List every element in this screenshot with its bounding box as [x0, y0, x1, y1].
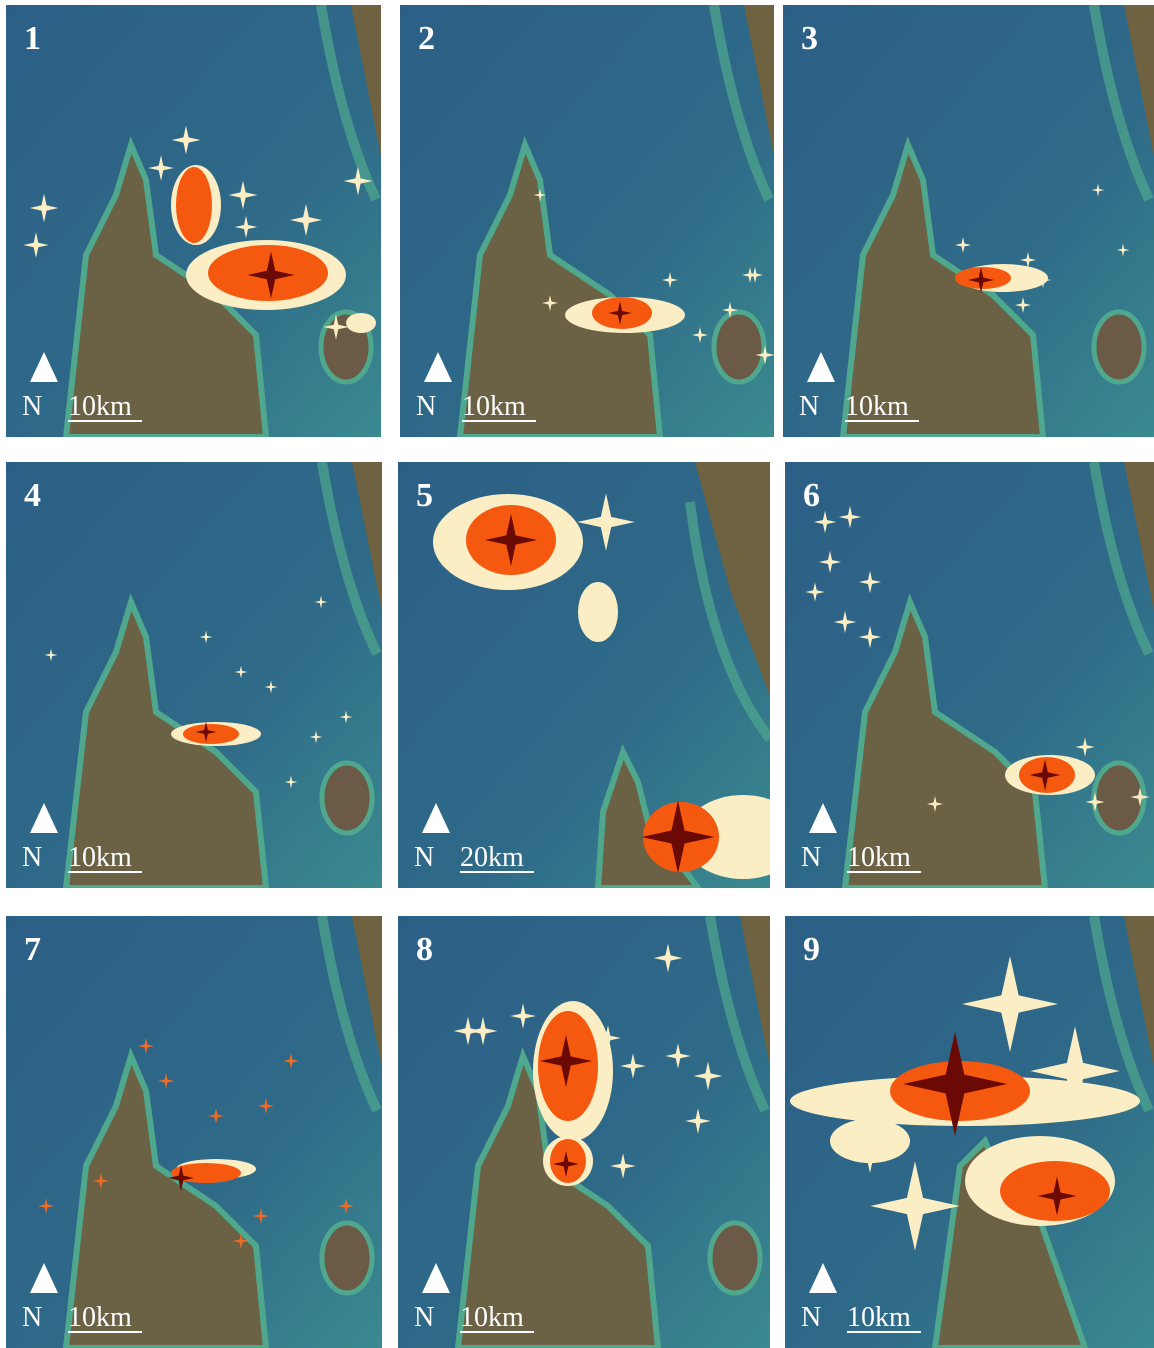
island	[1094, 312, 1144, 382]
scale-label: 10km	[68, 842, 132, 873]
north-label: N	[801, 842, 821, 873]
map-panel: 4 N 10km	[6, 462, 382, 888]
scale-label: 10km	[68, 1302, 132, 1333]
north-label: N	[22, 1302, 42, 1333]
scale-label: 10km	[68, 391, 132, 422]
panel-number: 7	[24, 931, 41, 968]
north-label: N	[416, 391, 436, 422]
north-label: N	[801, 1302, 821, 1333]
island	[714, 312, 764, 382]
scale-label: 20km	[460, 842, 524, 873]
map-panel: 2 N 10km	[400, 5, 774, 437]
panel-number: 2	[418, 20, 435, 57]
scale-label: 10km	[847, 842, 911, 873]
map-panel: 3 N 10km	[783, 5, 1154, 437]
panel-number: 3	[801, 20, 818, 57]
map-panel: 7 N 10km	[6, 916, 382, 1348]
map-panel: 8 N 10km	[398, 916, 770, 1348]
panel-number: 4	[24, 477, 41, 514]
figure: 1 N 10km 2 N 10km 3 N 10km 4 N 10km 5 N 20km 6 N 10km 7 N 10…	[0, 0, 1154, 1348]
island	[322, 1223, 372, 1293]
north-label: N	[799, 391, 819, 422]
plume-low	[578, 582, 618, 642]
scale-label: 10km	[845, 391, 909, 422]
map-panel: 9 N 10km	[785, 916, 1154, 1348]
map-panel: 6 N 10km	[785, 462, 1154, 888]
scale-label: 10km	[460, 1302, 524, 1333]
island	[322, 763, 372, 833]
plume-mid	[183, 724, 239, 744]
plume-low	[830, 1119, 910, 1163]
north-label: N	[414, 842, 434, 873]
map-panel: 1 N 10km	[6, 5, 381, 437]
panel-number: 6	[803, 477, 820, 514]
scale-label: 10km	[462, 391, 526, 422]
map-panel: 5 N 20km	[398, 462, 770, 888]
panel-number: 5	[416, 477, 433, 514]
north-label: N	[22, 391, 42, 422]
plume-mid	[176, 167, 212, 243]
panel-number: 8	[416, 931, 433, 968]
panel-number: 9	[803, 931, 820, 968]
island	[710, 1223, 760, 1293]
north-label: N	[22, 842, 42, 873]
scale-label: 10km	[847, 1302, 911, 1333]
plume-low	[346, 313, 376, 333]
north-label: N	[414, 1302, 434, 1333]
panel-number: 1	[24, 20, 41, 57]
